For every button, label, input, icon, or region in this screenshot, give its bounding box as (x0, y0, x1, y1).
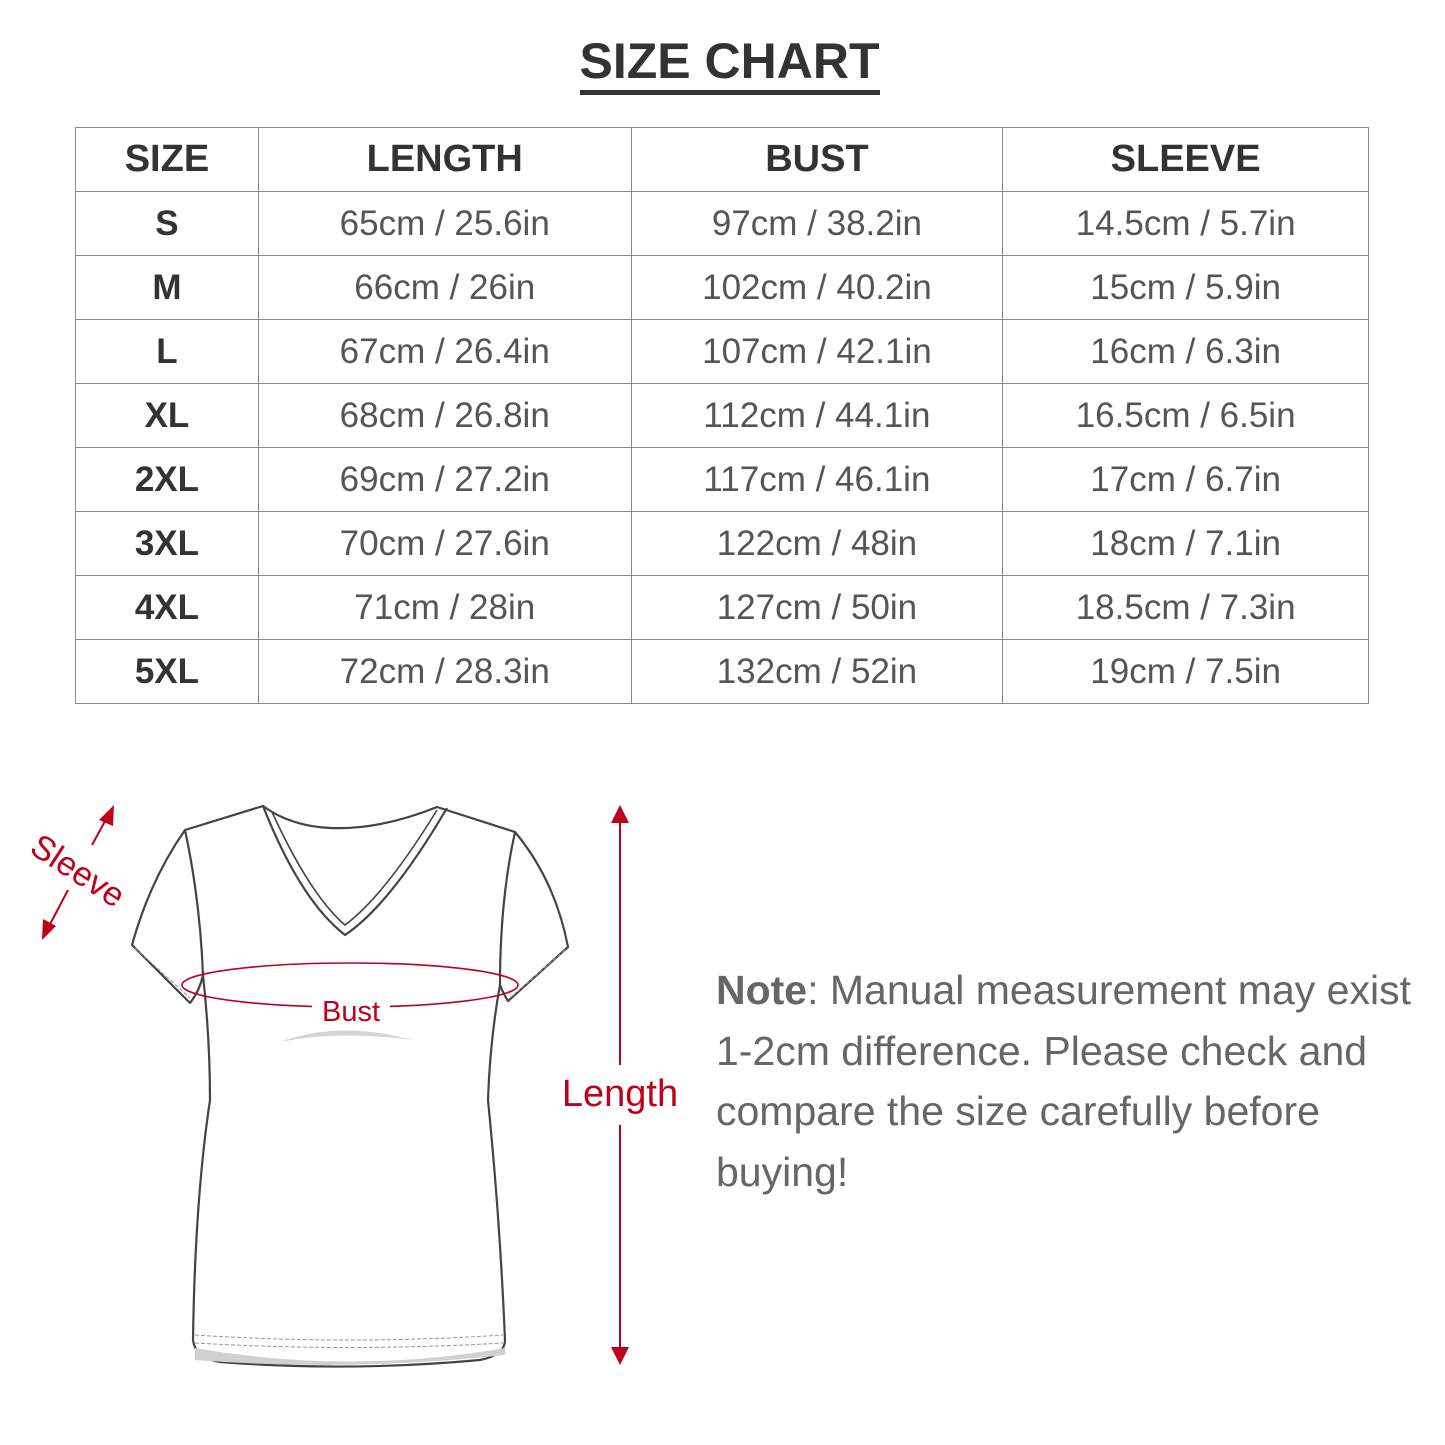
note-label: Note (716, 967, 808, 1013)
measurement-cell: 66cm / 26in (257, 255, 632, 320)
column-header-bust: BUST (630, 127, 1004, 192)
bust-label: Bust (322, 996, 380, 1028)
measurement-cell: 16cm / 6.3in (1002, 319, 1369, 384)
size-table: SIZE LENGTH BUST SLEEVE S 65cm / 25.6in 97cm … (75, 127, 1369, 704)
size-cell: 5XL (75, 639, 259, 704)
note-body: : Manual measurement may exist 1-2cm dif… (716, 967, 1411, 1195)
measurement-cell: 18.5cm / 7.3in (1002, 575, 1369, 640)
measurement-cell: 122cm / 48in (630, 511, 1004, 576)
measurement-cell: 132cm / 52in (630, 639, 1004, 704)
measurement-markers (42, 805, 629, 1365)
measurement-cell: 70cm / 27.6in (257, 511, 632, 576)
size-cell: M (75, 255, 259, 320)
table-header-row: SIZE LENGTH BUST SLEEVE (75, 127, 1369, 192)
tshirt-outline (130, 804, 570, 1368)
measurement-cell: 69cm / 27.2in (257, 447, 632, 512)
size-cell: L (75, 319, 259, 384)
measurement-cell: 14.5cm / 5.7in (1002, 191, 1369, 256)
measurement-cell: 68cm / 26.8in (257, 383, 632, 448)
measurement-cell: 19cm / 7.5in (1002, 639, 1369, 704)
measurement-cell: 117cm / 46.1in (630, 447, 1004, 512)
size-cell: 4XL (75, 575, 259, 640)
measurement-cell: 71cm / 28in (257, 575, 632, 640)
measurement-cell: 127cm / 50in (630, 575, 1004, 640)
table-row: 2XL 69cm / 27.2in 117cm / 46.1in 17cm / 6.7… (75, 447, 1369, 512)
page-title: SIZE CHART (0, 32, 1445, 95)
measurement-cell: 65cm / 25.6in (257, 191, 632, 256)
measurement-cell: 17cm / 6.7in (1002, 447, 1369, 512)
measurement-cell: 107cm / 42.1in (630, 319, 1004, 384)
table-row: 4XL 71cm / 28in 127cm / 50in 18.5cm / 7.3in (75, 575, 1369, 640)
note-text: Note: Manual measurement may exist 1-2cm… (716, 960, 1416, 1202)
sleeve-label: Sleeve (24, 827, 132, 915)
table-row: L 67cm / 26.4in 107cm / 42.1in 16cm / 6.3in (75, 319, 1369, 384)
size-cell: XL (75, 383, 259, 448)
measurement-cell: 112cm / 44.1in (630, 383, 1004, 448)
measurement-cell: 67cm / 26.4in (257, 319, 632, 384)
table-row: 5XL 72cm / 28.3in 132cm / 52in 19cm / 7.5in (75, 639, 1369, 704)
size-cell: 2XL (75, 447, 259, 512)
column-header-length: LENGTH (257, 127, 632, 192)
column-header-size: SIZE (75, 127, 259, 192)
measurement-cell: 72cm / 28.3in (257, 639, 632, 704)
length-label: Length (562, 1073, 678, 1115)
measurement-cell: 102cm / 40.2in (630, 255, 1004, 320)
